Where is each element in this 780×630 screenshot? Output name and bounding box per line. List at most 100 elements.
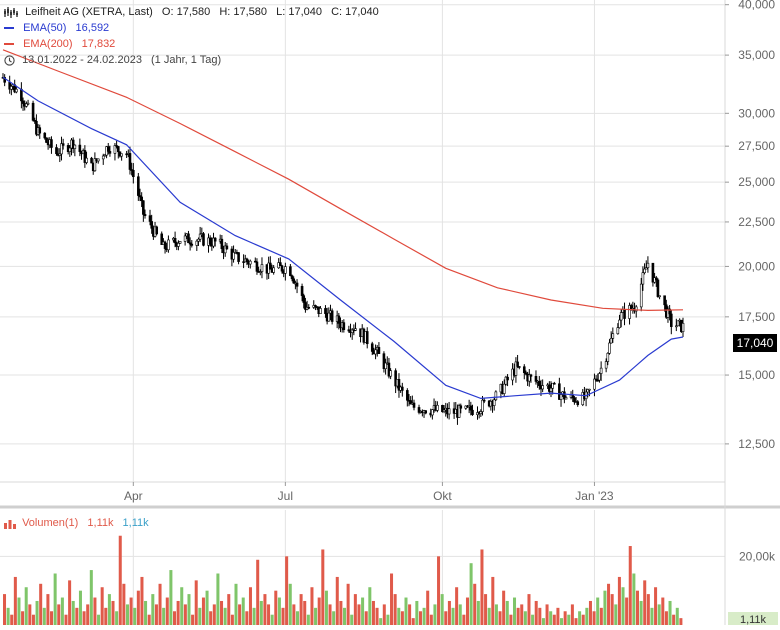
price-candle-body xyxy=(481,399,484,412)
volume-bar xyxy=(21,611,25,625)
volume-bar xyxy=(570,604,574,625)
price-candle-body xyxy=(634,306,638,312)
price-candle-body xyxy=(412,402,416,408)
volume-bar xyxy=(183,604,187,625)
price-candle-body xyxy=(342,322,346,330)
price-candle-body xyxy=(406,390,409,401)
volume-bar xyxy=(118,535,122,625)
volume-bar xyxy=(288,583,292,625)
volume-bar xyxy=(574,618,578,625)
price-candle-body xyxy=(260,264,264,272)
volume-bar xyxy=(588,600,592,625)
price-candle-body xyxy=(609,338,613,344)
ema50-value: 16,592 xyxy=(75,22,110,34)
chart-legend-ema200[interactable]: EMA(200) 17,832 xyxy=(4,36,115,52)
volume-bar xyxy=(111,600,115,625)
volume-bar xyxy=(335,576,339,625)
price-candle-body xyxy=(324,308,327,314)
price-candle-body xyxy=(623,309,626,319)
x-tick-label: Apr xyxy=(124,489,143,503)
volume-bar xyxy=(668,600,672,625)
price-candle-body xyxy=(417,407,421,413)
price-candle-body xyxy=(628,305,631,319)
volume-bar xyxy=(201,597,205,625)
price-candle-body xyxy=(606,352,610,362)
volume-bar xyxy=(447,600,451,625)
volume-bar xyxy=(31,614,35,625)
ema50-swatch xyxy=(4,27,14,30)
volume-bar xyxy=(418,611,422,625)
price-candle-body xyxy=(604,361,608,369)
price-candle-body xyxy=(459,405,463,409)
ohlc-high-label: H: xyxy=(219,6,231,18)
volume-bar xyxy=(46,594,50,625)
price-candle-body xyxy=(26,102,30,105)
clock-icon xyxy=(4,54,15,66)
price-candle-body xyxy=(245,258,249,262)
volume-bar xyxy=(672,614,676,625)
volume-bar xyxy=(216,573,220,625)
price-candle-body xyxy=(43,132,47,139)
volume-bar xyxy=(509,614,513,625)
volume-bar xyxy=(484,594,488,625)
price-candle-body xyxy=(140,196,143,202)
price-candle-body xyxy=(177,243,180,247)
price-candle-body xyxy=(3,77,6,83)
volume-bar xyxy=(505,600,509,625)
price-candle-body xyxy=(611,333,615,339)
volume-bar xyxy=(259,600,263,625)
price-candle-body xyxy=(237,252,240,262)
price-candle-body xyxy=(365,331,369,345)
volume-bar xyxy=(397,607,401,625)
volume-bar xyxy=(502,590,506,625)
ema-lines xyxy=(2,49,684,400)
volume-bar xyxy=(115,611,119,625)
volume-bar xyxy=(422,607,426,625)
volume-bar xyxy=(531,614,535,625)
volume-bar xyxy=(451,607,455,625)
chart-legend-range[interactable]: 13.01.2022 - 24.02.2023 (1 Jahr, 1 Tag) xyxy=(4,52,221,68)
price-candle-body xyxy=(115,145,118,147)
volume-bar xyxy=(6,607,10,625)
volume-bar xyxy=(42,607,46,625)
volume-bar xyxy=(491,576,495,625)
price-candle-body xyxy=(327,312,331,322)
price-candle-body xyxy=(272,267,275,273)
ema50-label: EMA(50) xyxy=(23,22,67,34)
grid-lines xyxy=(0,0,725,625)
volume-bar xyxy=(487,607,491,625)
price-candle-body xyxy=(198,233,202,240)
y-tick-label: 22,500 xyxy=(738,215,775,229)
volume-bar xyxy=(151,594,155,625)
volume-bar xyxy=(299,594,303,625)
volume-bar xyxy=(541,618,545,625)
volume-bar xyxy=(191,614,195,625)
volume-bar xyxy=(415,600,419,625)
chart-legend-ema50[interactable]: EMA(50) 16,592 xyxy=(4,20,109,36)
volume-bar xyxy=(426,590,430,625)
price-candle-body xyxy=(457,405,461,418)
price-candle-body xyxy=(643,268,646,274)
volume-bar xyxy=(404,597,408,625)
volume-bar xyxy=(13,576,17,625)
price-candle-body xyxy=(307,306,311,309)
volume-bar xyxy=(3,594,7,625)
volume-legend[interactable]: Volumen(1) 1,11k 1,11k xyxy=(4,515,149,531)
price-candle-body xyxy=(163,241,167,249)
price-candle-body xyxy=(15,88,18,93)
price-candle-body xyxy=(255,261,259,272)
volume-bar xyxy=(599,607,603,625)
x-tick-label: Jul xyxy=(278,489,293,503)
ohlc-open: 17,580 xyxy=(176,6,211,18)
volume-bar xyxy=(100,587,104,625)
volume-bar xyxy=(433,604,437,625)
price-candle-body xyxy=(50,139,53,148)
price-candle-body xyxy=(55,147,58,155)
price-candle-body xyxy=(619,312,623,321)
price-candle-body xyxy=(506,376,509,381)
price-candle-body xyxy=(61,143,65,146)
price-candle-body xyxy=(377,347,381,354)
volume-bar xyxy=(632,573,636,625)
